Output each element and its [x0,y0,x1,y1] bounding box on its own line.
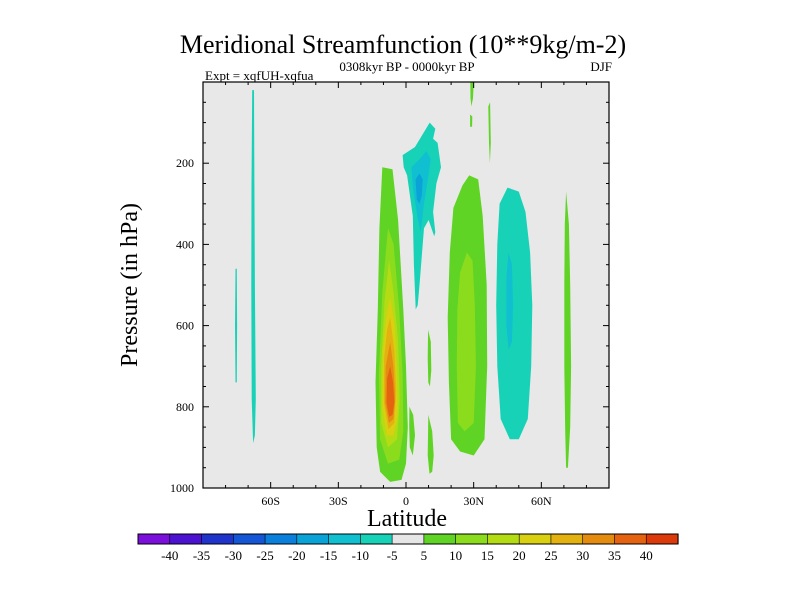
contour-top-positive-b [488,102,491,164]
y-axis-label: Pressure (in hPa) [117,203,143,367]
y-tick-label: 800 [176,400,194,414]
colorbar-swatch [645,533,679,545]
contour-upper-negative-15 [415,173,423,204]
x-tick-label: 60S [261,494,280,508]
colorbar-label: 25 [544,548,557,563]
colorbar-swatch [328,533,361,545]
contour-regions [235,82,572,482]
x-tick-label: 60N [531,494,552,508]
colorbar-swatch [487,533,520,545]
colorbar-swatch [232,533,266,545]
contour-ferrel-negative-10 [506,252,514,350]
contour-top-positive-c [470,114,473,127]
colorbar-swatch [201,533,234,545]
experiment-label: Expt = xqfUH-xqfua [205,68,314,83]
contour-ferrel-negative-5 [496,187,533,440]
contour-mid-positive-10 [456,252,476,432]
x-tick-label: 30N [463,494,484,508]
axis-ticks [202,81,610,489]
colorbar-label: 35 [608,548,621,563]
contour-top-positive-a [470,82,474,107]
y-tick-label: 200 [176,156,194,170]
season-label: DJF [590,59,612,74]
contour-tropical-cell-35 [386,366,395,417]
contour-sh-sliver [235,268,238,383]
x-tick-label: 0 [403,494,409,508]
colorbar-swatch [518,533,552,545]
colorbar-swatch [137,533,171,545]
colorbar-swatch [360,533,393,545]
colorbar-label: 30 [576,548,589,563]
colorbar-swatch [169,533,203,545]
y-tick-labels: 200 400 600 800 1000 [170,156,194,495]
colorbar: -40 -35 -30 -25 -20 -15 -10 -5 5 10 15 20 25 30 35 40 [137,533,679,563]
y-tick-label: 600 [176,319,194,333]
colorbar-swatch [391,533,425,545]
colorbar-label: -40 [161,548,178,563]
y-tick-label: 1000 [170,481,194,495]
colorbar-label: 15 [481,548,494,563]
colorbar-label: -20 [288,548,305,563]
period-label: 0308kyr BP - 0000kyr BP [339,59,474,74]
y-tick-label: 400 [176,237,194,251]
colorbar-label: 10 [449,548,462,563]
contour-small-positive-c [409,406,415,456]
colorbar-swatch [296,533,330,545]
colorbar-swatch [455,533,489,545]
colorbar-swatch [423,533,457,545]
x-axis-label: Latitude [367,506,447,532]
colorbar-label: -25 [256,548,273,563]
colorbar-label: -5 [387,548,398,563]
x-tick-labels: 60S 30S 0 30N 60N [261,494,552,508]
colorbar-label: -15 [320,548,337,563]
chart-title: Meridional Streamfunction (10**9kg/m-2) [180,30,626,59]
colorbar-label: -30 [225,548,242,563]
colorbar-label: -35 [193,548,210,563]
x-tick-label: 30S [329,494,348,508]
contour-sh-narrow-band [251,90,256,444]
contour-small-positive-b [427,414,434,474]
colorbar-label: 20 [513,548,526,563]
colorbar-swatch [582,533,616,545]
contour-polar-positive-band [564,191,572,468]
colorbar-label: 5 [421,548,428,563]
colorbar-swatch [264,533,298,545]
colorbar-swatch [614,533,647,545]
contour-small-positive-a [427,329,432,387]
colorbar-swatch [550,533,584,545]
colorbar-label: 40 [640,548,653,563]
colorbar-label: -10 [352,548,369,563]
colorbar-frame [137,533,679,545]
